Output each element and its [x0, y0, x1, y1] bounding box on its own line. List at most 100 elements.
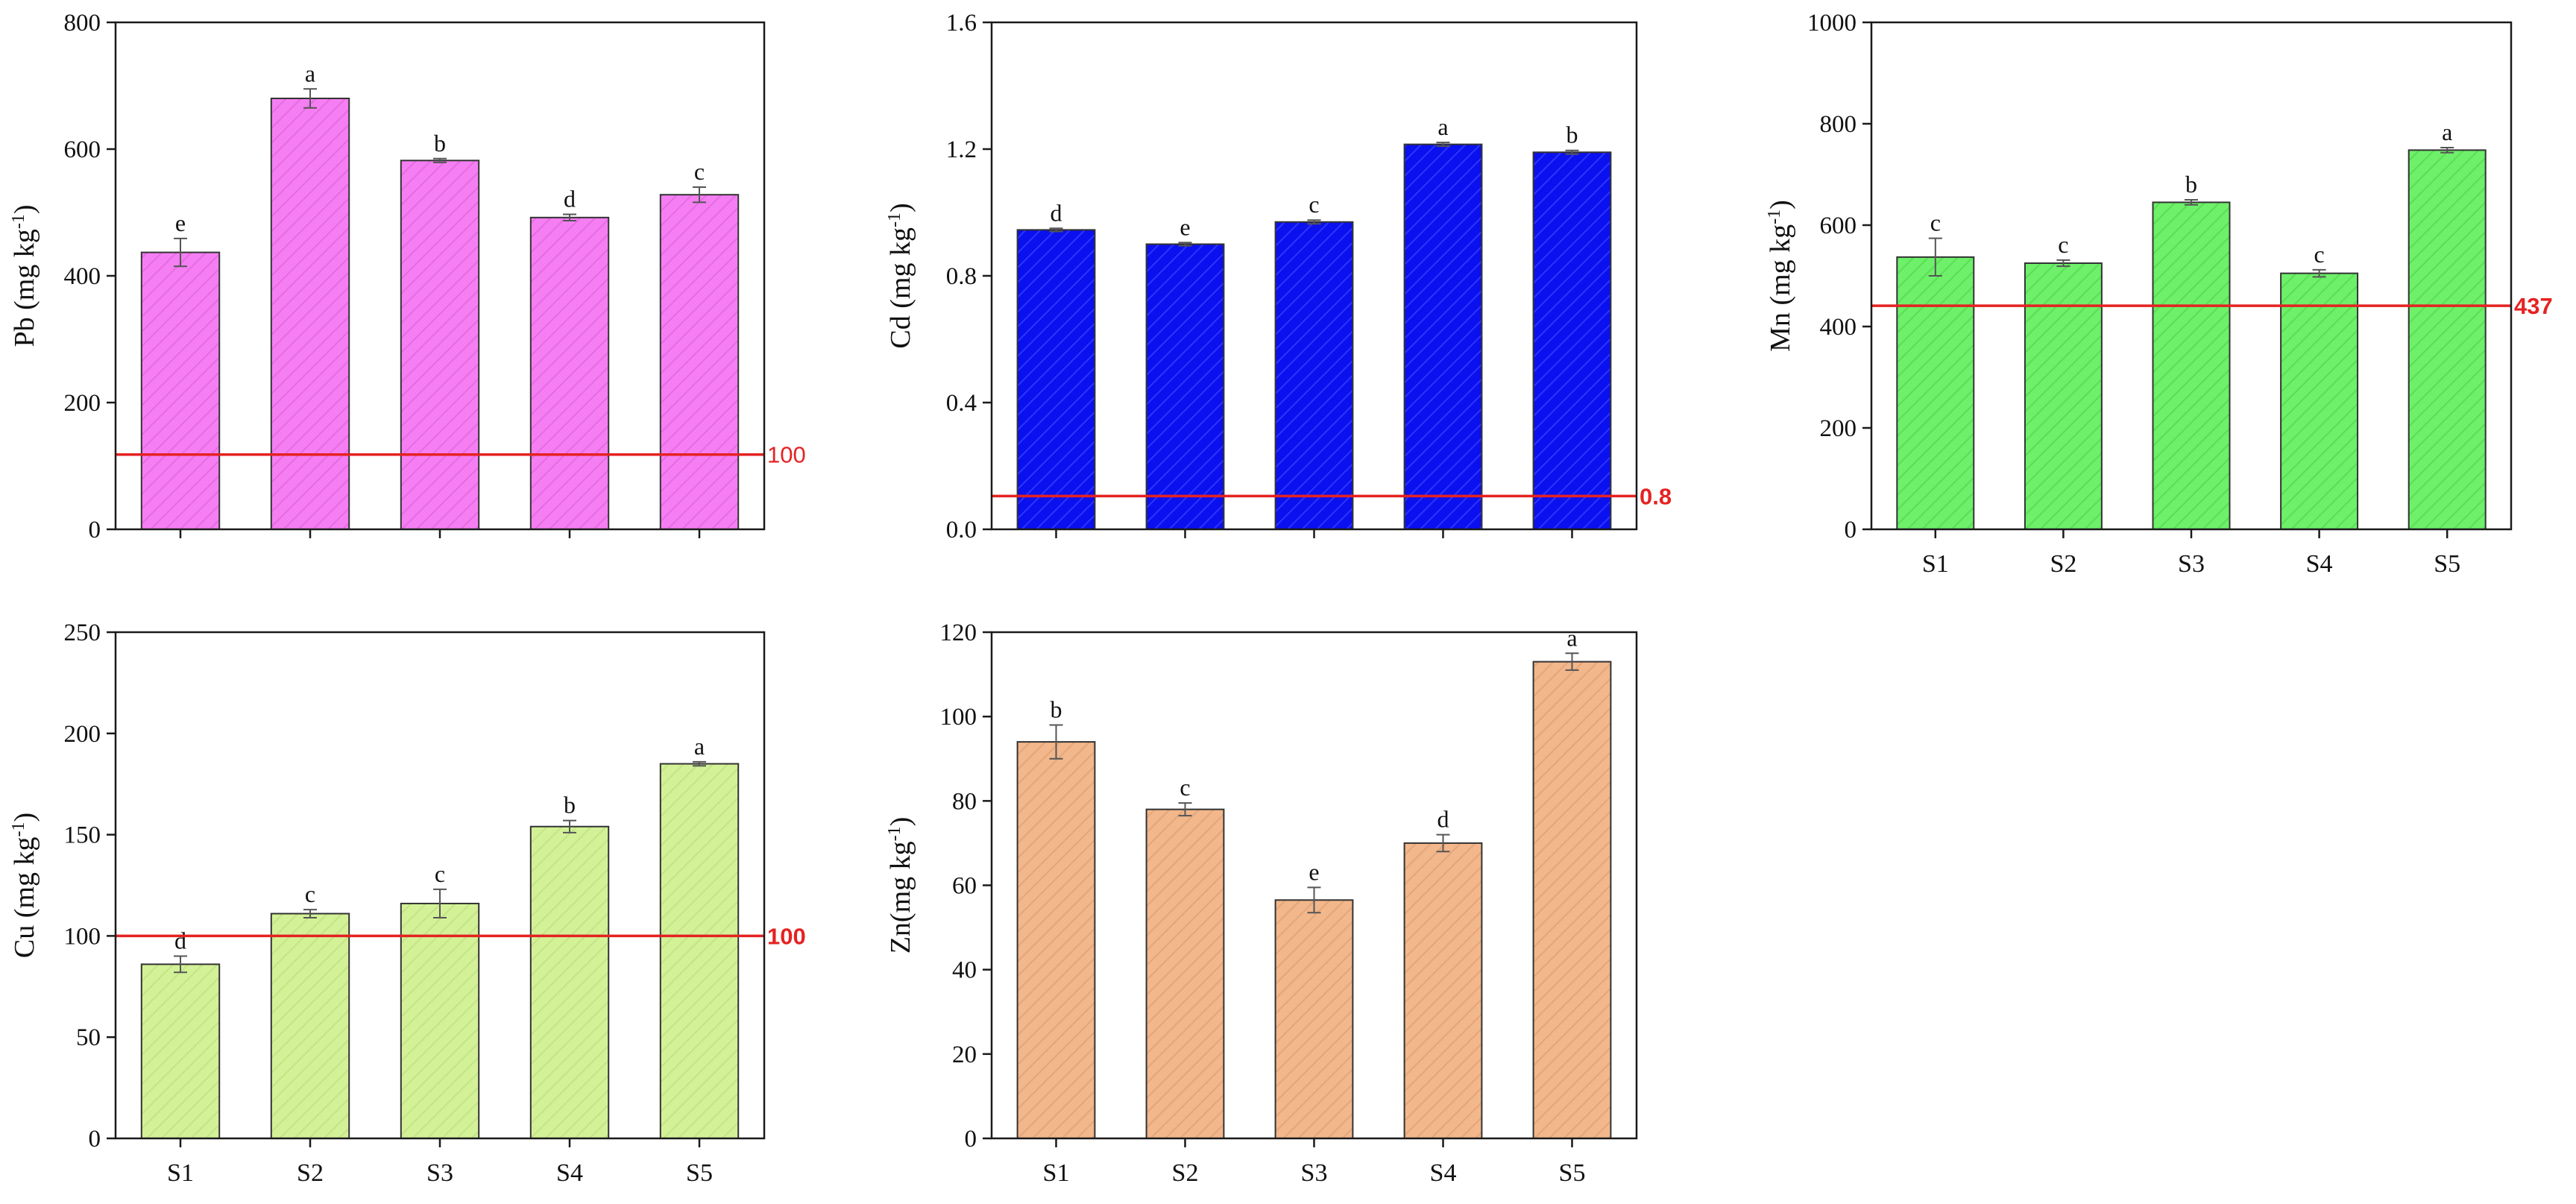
- y-tick-label: 20: [952, 1041, 977, 1068]
- y-tick-label: 1.2: [946, 136, 977, 163]
- error-bar-s1: [1049, 227, 1063, 233]
- chart-panel-5: b c e d a 0 20 40 60 80 100 120 S1 S2 S3 S4 S5 Zn(mg kg-1…: [885, 620, 1638, 1187]
- significance-letter: d: [1437, 806, 1449, 833]
- error-bar-s2: [1178, 242, 1192, 247]
- y-axis-label: Pb (mg kg-1): [9, 204, 40, 347]
- significance-letter: b: [564, 792, 576, 819]
- error-bar-s1: [174, 237, 187, 268]
- error-bar-s4: [563, 819, 576, 833]
- significance-letter: c: [1309, 191, 1319, 218]
- y-tick-label: 0.8: [946, 263, 977, 290]
- significance-letter: c: [305, 880, 315, 907]
- bar-s2: [270, 913, 350, 1140]
- x-tick-label-s3: S3: [426, 1159, 453, 1187]
- y-tick-label: 200: [64, 721, 101, 748]
- x-tick-label-s4: S4: [1430, 1159, 1457, 1187]
- y-tick-label: 600: [64, 136, 101, 163]
- y-axis-label: Mn (mg kg-1): [1765, 200, 1796, 352]
- significance-letter: e: [1180, 213, 1190, 240]
- y-tick-label: 0: [89, 517, 101, 543]
- error-bar-s5: [1565, 149, 1579, 155]
- significance-letter: c: [694, 158, 705, 185]
- error-bar-s5: [693, 186, 706, 204]
- y-tick-label: 800: [64, 10, 101, 37]
- significance-letter: b: [2185, 171, 2197, 198]
- y-tick-label: 150: [64, 822, 101, 849]
- x-tick-label-s2: S2: [1172, 1159, 1199, 1187]
- x-tick-label-s5: S5: [1559, 1159, 1586, 1187]
- y-tick-label: 0.0: [946, 517, 977, 543]
- y-tick-label: 50: [76, 1024, 101, 1051]
- bar-s5: [659, 194, 740, 530]
- error-bar-s3: [1307, 219, 1321, 225]
- x-tick-label-s3: S3: [1301, 1159, 1328, 1187]
- significance-letter: a: [694, 733, 705, 760]
- bar-s4: [529, 825, 610, 1139]
- x-tick-label-s2: S2: [2050, 550, 2076, 578]
- bar-s1: [140, 963, 221, 1139]
- x-tick-label-s1: S1: [1043, 1159, 1070, 1187]
- error-bar-s1: [1049, 724, 1063, 760]
- y-tick-label: 1000: [1807, 10, 1857, 37]
- significance-letter: c: [435, 860, 445, 887]
- error-bar-s3: [433, 157, 447, 163]
- y-tick-label: 0: [965, 1126, 977, 1153]
- error-bar-s4: [1436, 833, 1450, 853]
- bar-s4: [2280, 272, 2359, 530]
- error-bar-s1: [174, 955, 187, 974]
- bar-s3: [2152, 201, 2231, 530]
- y-axis-label: Zn(mg kg-1): [885, 817, 916, 954]
- x-tick-label-s4: S4: [556, 1159, 583, 1187]
- y-tick-label: 600: [1820, 212, 1857, 239]
- bar-s1: [140, 251, 221, 530]
- chart-panel-4: d c c b a 100 0 50 100 150 200 250 S1 S2 S3 S4 S5 Cu (mg …: [9, 620, 806, 1187]
- bar-s4: [1403, 143, 1483, 530]
- y-tick-label: 250: [64, 620, 101, 646]
- error-bar-s4: [563, 213, 576, 222]
- x-tick-label-s4: S4: [2306, 550, 2333, 578]
- significance-letter: c: [2058, 231, 2068, 258]
- bar-s4: [1403, 842, 1483, 1139]
- error-bar-s2: [1178, 802, 1192, 817]
- error-bar-s4: [1436, 142, 1450, 148]
- y-tick-label: 80: [952, 788, 977, 815]
- error-bar-s3: [2185, 199, 2198, 206]
- chart-panel-3: c c b c a 437 0 200 400 600 800 1000 S1 S2 S3 S4 S5 Mn (m…: [1765, 10, 2553, 578]
- error-bar-s3: [1307, 886, 1321, 914]
- y-tick-label: 120: [940, 620, 977, 646]
- x-tick-label-s1: S1: [167, 1159, 194, 1187]
- y-tick-label: 0: [89, 1126, 101, 1153]
- bar-s3: [400, 160, 480, 531]
- y-tick-label: 0.4: [946, 390, 977, 417]
- x-tick-label-s5: S5: [2434, 550, 2460, 578]
- significance-letter: d: [1051, 199, 1062, 226]
- significance-letter: e: [175, 209, 186, 236]
- bar-s5: [659, 763, 740, 1140]
- y-tick-label: 200: [1820, 415, 1857, 442]
- y-tick-label: 100: [940, 704, 977, 731]
- y-tick-label: 100: [64, 923, 101, 950]
- x-tick-label-s2: S2: [297, 1159, 324, 1187]
- y-tick-label: 0: [1845, 517, 1857, 543]
- y-tick-label: 1.6: [946, 10, 977, 37]
- bar-s4: [529, 216, 610, 530]
- bar-s5: [2407, 149, 2487, 531]
- bar-s3: [1274, 221, 1354, 530]
- significance-letter: d: [564, 186, 576, 212]
- chart-panel-2: d e c a b 0.8 0.0 0.4 0.8 1.2 1.6 Cd (mg kg-1): [885, 10, 1672, 543]
- bar-s1: [1896, 256, 1975, 530]
- significance-letter: b: [1566, 122, 1578, 148]
- significance-letter: e: [1309, 858, 1319, 885]
- error-bar-s4: [2312, 268, 2326, 278]
- threshold-label: 0.8: [1640, 483, 1672, 509]
- bar-s2: [1145, 243, 1225, 530]
- error-bar-s2: [303, 88, 317, 109]
- bar-s1: [1016, 229, 1096, 530]
- significance-letter: d: [174, 927, 186, 954]
- error-bar-s5: [2440, 146, 2454, 154]
- chart-panel-1: e a b d c 100 0 200 400 600 800 Pb (mg kg-1): [9, 10, 806, 543]
- x-tick-label-s1: S1: [1922, 550, 1949, 578]
- significance-letter: a: [305, 60, 315, 86]
- significance-letter: b: [1051, 696, 1062, 722]
- error-bar-s2: [2056, 259, 2070, 268]
